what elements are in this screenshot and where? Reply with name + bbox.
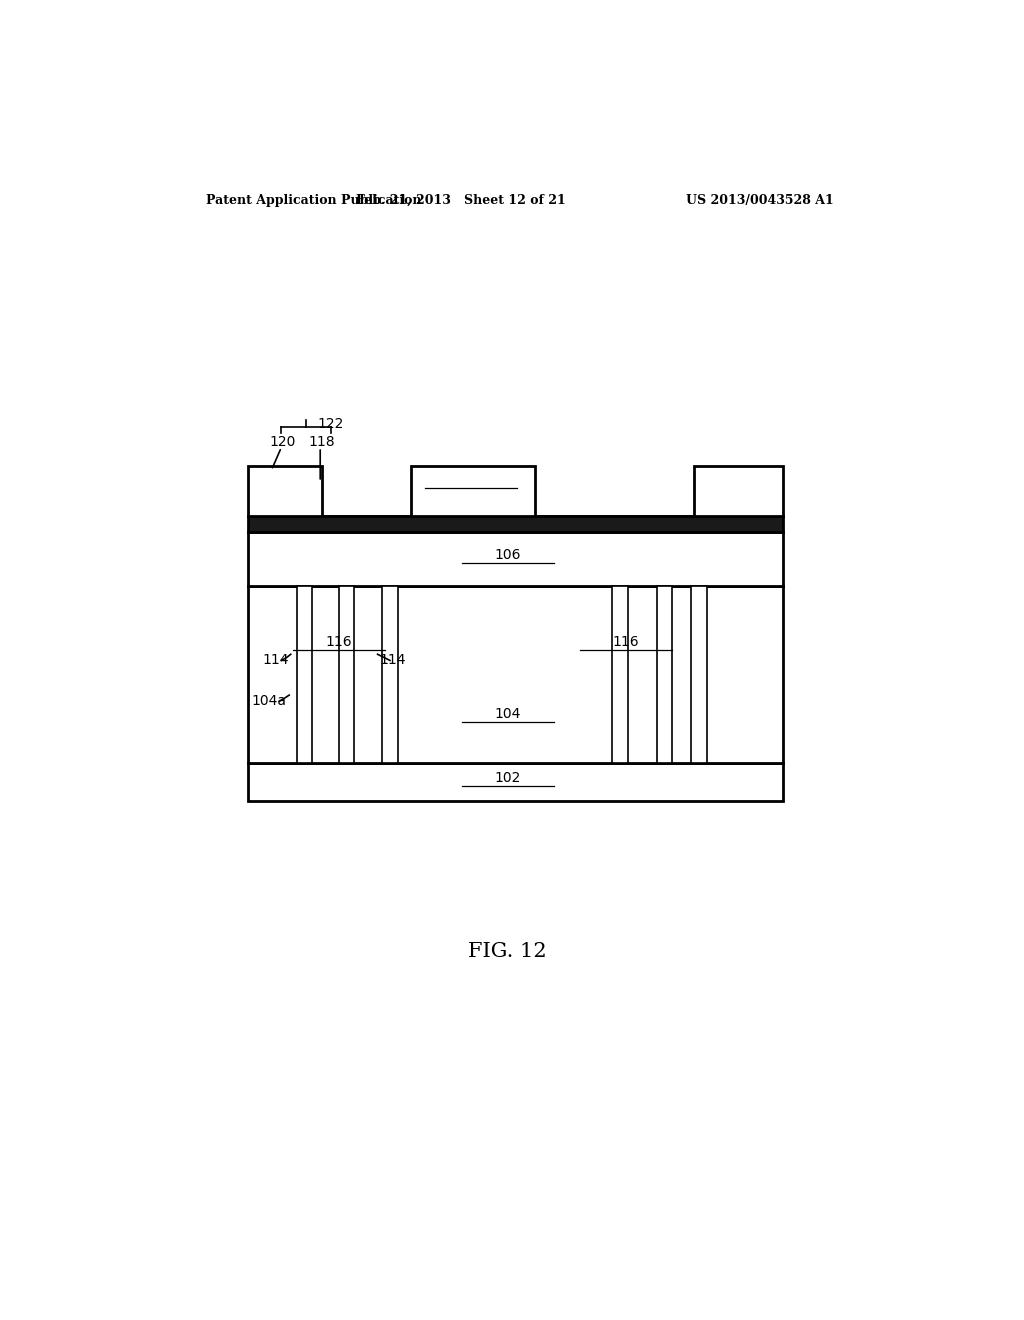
Text: 104: 104 — [495, 708, 521, 721]
Bar — [248, 586, 783, 763]
Text: 120: 120 — [269, 434, 296, 449]
Text: 120: 120 — [458, 474, 483, 487]
Text: 122: 122 — [317, 417, 344, 432]
Bar — [297, 586, 312, 763]
Bar — [693, 466, 783, 516]
Bar — [411, 466, 535, 516]
Text: 106: 106 — [495, 548, 521, 562]
Bar — [382, 586, 397, 763]
Text: 104a: 104a — [252, 694, 287, 709]
Bar — [248, 516, 783, 532]
Bar — [248, 466, 322, 516]
Bar — [248, 532, 783, 586]
Text: Feb. 21, 2013   Sheet 12 of 21: Feb. 21, 2013 Sheet 12 of 21 — [356, 194, 566, 207]
Text: FIG. 12: FIG. 12 — [468, 942, 547, 961]
Text: US 2013/0043528 A1: US 2013/0043528 A1 — [685, 194, 834, 207]
Text: 116: 116 — [612, 635, 639, 649]
Text: 114: 114 — [262, 653, 289, 668]
Bar — [339, 586, 354, 763]
Text: Patent Application Publication: Patent Application Publication — [206, 194, 421, 207]
Text: 102: 102 — [495, 771, 521, 785]
Text: 116: 116 — [326, 635, 352, 649]
Text: 118: 118 — [308, 434, 335, 449]
Text: 114: 114 — [380, 653, 407, 668]
Bar — [656, 586, 672, 763]
Bar — [248, 763, 783, 801]
Bar — [691, 586, 707, 763]
Bar — [612, 586, 628, 763]
